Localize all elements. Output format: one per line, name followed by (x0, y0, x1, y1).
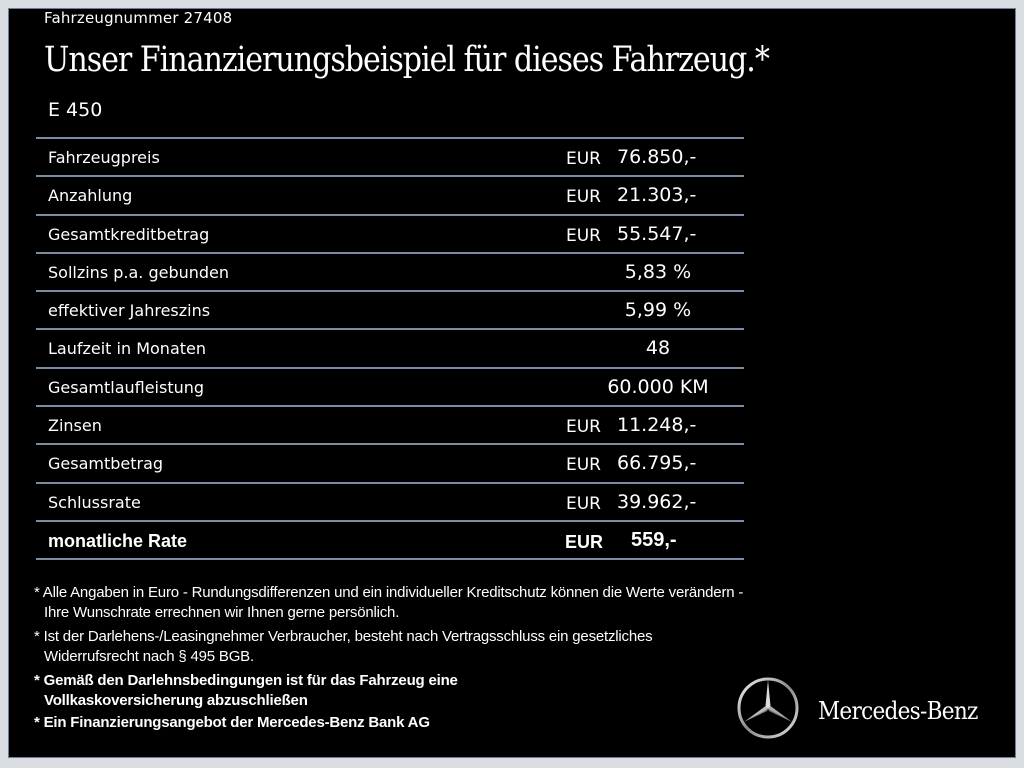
row-amount: 66.795,- (617, 452, 697, 475)
table-row: Gesamtbetrag EUR 66.795,- (36, 445, 744, 484)
footnote: * Alle Angaben in Euro - Rundungsdiffere… (34, 584, 744, 621)
row-currency: EUR (566, 149, 601, 169)
table-row: Gesamtlaufleistung 60.000 KM (36, 369, 744, 408)
footnote: * Ist der Darlehens-/Leasingnehmer Verbr… (34, 628, 653, 665)
monthly-rate-row: monatliche Rate EUR 559,- (36, 522, 744, 561)
row-label: Laufzeit in Monaten (48, 339, 207, 359)
vehicle-number: Fahrzeugnummer 27408 (44, 9, 233, 27)
row-label: Schlussrate (48, 492, 141, 512)
row-label: Zinsen (48, 416, 102, 436)
row-amount: 76.850,- (617, 146, 697, 168)
mercedes-star-icon (737, 677, 799, 739)
row-label: Gesamtkreditbetrag (48, 224, 210, 244)
row-value: 5,99 % (624, 299, 692, 322)
model-name: E 450 (48, 99, 103, 121)
row-label: monatliche Rate (48, 530, 188, 551)
row-currency: EUR (566, 455, 601, 476)
table-row: Sollzins p.a. gebunden 5,83 % (36, 254, 744, 293)
row-currency: EUR (566, 493, 601, 514)
row-label: Anzahlung (48, 186, 133, 206)
financing-table: Fahrzeugpreis EUR 76.850,- Anzahlung EUR 21.… (36, 137, 744, 561)
footnotes: * Alle Angaben in Euro - Rundungsdiffere… (34, 583, 754, 735)
row-label: Gesamtlaufleistung (48, 377, 205, 397)
row-amount: 559,- (631, 528, 677, 551)
row-value: 5,83 % (624, 260, 692, 283)
table-row: Laufzeit in Monaten 48 (36, 330, 744, 369)
row-amount: 39.962,- (617, 490, 697, 513)
table-row: effektiver Jahreszins 5,99 % (36, 292, 744, 331)
row-label: effektiver Jahreszins (48, 301, 211, 321)
table-row: Zinsen EUR 11.248,- (36, 407, 744, 446)
row-amount: 55.547,- (617, 222, 697, 245)
row-label: Gesamtbetrag (48, 454, 164, 474)
row-currency: EUR (566, 187, 601, 208)
footnote: * Gemäß den Darlehnsbedingungen ist für … (34, 672, 458, 709)
financing-panel (8, 8, 1016, 758)
row-label: Fahrzeugpreis (48, 148, 160, 167)
row-label: Sollzins p.a. gebunden (48, 262, 230, 282)
table-row: Gesamtkreditbetrag EUR 55.547,- (36, 216, 744, 254)
row-currency: EUR (566, 417, 601, 438)
table-row: Anzahlung EUR 21.303,- (36, 177, 744, 216)
row-value: 60.000 KM (607, 375, 709, 398)
row-amount: 21.303,- (617, 184, 697, 207)
row-amount: 11.248,- (617, 414, 697, 437)
row-currency: EUR (566, 225, 601, 246)
table-row: Fahrzeugpreis EUR 76.850,- (36, 139, 744, 178)
brand-wordmark: Mercedes-Benz (818, 697, 978, 725)
row-value: 48 (645, 337, 671, 360)
table-row: Schlussrate EUR 39.962,- (36, 484, 744, 522)
page-title: Unser Finanzierungsbeispiel für dieses F… (44, 40, 770, 80)
footnote: * Ein Finanzierungsangebot der Mercedes-… (34, 714, 430, 731)
row-currency: EUR (565, 531, 604, 552)
